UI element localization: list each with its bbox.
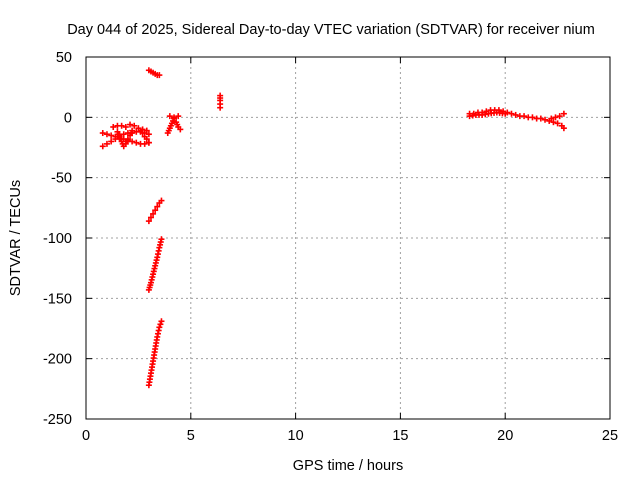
x-tick-label: 15 bbox=[392, 428, 408, 444]
data-point bbox=[103, 131, 110, 138]
data-point bbox=[521, 113, 528, 120]
data-point bbox=[554, 120, 561, 127]
data-point bbox=[122, 123, 129, 130]
data-point bbox=[156, 72, 163, 79]
data-point bbox=[129, 127, 136, 134]
data-point bbox=[508, 110, 515, 117]
data-point bbox=[145, 139, 152, 146]
y-tick-label: -150 bbox=[43, 291, 72, 307]
data-point bbox=[158, 318, 165, 325]
data-point bbox=[157, 321, 164, 328]
data-point bbox=[108, 138, 115, 145]
y-tick-label: 0 bbox=[64, 110, 72, 126]
data-point bbox=[556, 113, 563, 120]
data-point bbox=[166, 113, 173, 120]
y-tick-label: -100 bbox=[43, 231, 72, 247]
data-point bbox=[217, 92, 224, 99]
data-point bbox=[99, 130, 106, 137]
data-point bbox=[99, 143, 106, 150]
data-point bbox=[145, 218, 152, 225]
data-point bbox=[139, 130, 146, 137]
y-axis-label: SDTVAR / TECUs bbox=[8, 180, 24, 296]
data-point bbox=[158, 236, 165, 243]
x-tick-label: 25 bbox=[602, 428, 618, 444]
data-point bbox=[127, 121, 134, 128]
data-point bbox=[158, 197, 165, 204]
x-axis-label: GPS time / hours bbox=[293, 458, 403, 474]
data-point bbox=[133, 139, 140, 146]
data-point bbox=[110, 123, 117, 130]
data-points bbox=[99, 67, 567, 389]
data-point bbox=[550, 119, 557, 126]
data-point bbox=[147, 214, 154, 221]
data-point bbox=[552, 114, 559, 121]
data-point bbox=[560, 125, 567, 132]
data-point bbox=[156, 324, 163, 331]
grid-lines bbox=[86, 57, 610, 419]
data-point bbox=[131, 122, 138, 129]
chart-title: Day 044 of 2025, Sidereal Day-to-day VTE… bbox=[67, 22, 595, 38]
data-point bbox=[124, 136, 131, 143]
data-point bbox=[150, 210, 157, 217]
data-point bbox=[152, 207, 159, 214]
data-point bbox=[529, 114, 536, 121]
y-tick-label: -50 bbox=[51, 171, 72, 187]
data-point bbox=[171, 114, 178, 121]
axis-ticks: 0 5 10 15 20 25 -250 -200 -150 -100 -50 0 50 bbox=[43, 50, 618, 444]
data-point bbox=[537, 115, 544, 122]
x-tick-label: 5 bbox=[187, 428, 195, 444]
data-point bbox=[118, 122, 125, 129]
data-point bbox=[108, 132, 115, 139]
data-point bbox=[141, 140, 148, 147]
data-point bbox=[143, 136, 150, 143]
x-tick-label: 0 bbox=[82, 428, 90, 444]
data-point bbox=[177, 126, 184, 133]
data-point bbox=[145, 131, 152, 138]
x-tick-label: 10 bbox=[288, 428, 304, 444]
y-tick-label: 50 bbox=[56, 50, 72, 66]
y-tick-label: -250 bbox=[43, 412, 72, 428]
data-point bbox=[154, 203, 161, 210]
data-point bbox=[143, 127, 150, 134]
y-tick-label: -200 bbox=[43, 352, 72, 368]
data-point bbox=[542, 116, 549, 123]
data-point bbox=[175, 113, 182, 120]
data-point bbox=[103, 140, 110, 147]
x-tick-label: 20 bbox=[497, 428, 513, 444]
data-point bbox=[512, 111, 519, 118]
data-point bbox=[129, 138, 136, 145]
data-point bbox=[120, 131, 127, 138]
data-point bbox=[502, 110, 509, 117]
data-point bbox=[548, 115, 555, 122]
data-point bbox=[560, 110, 567, 117]
